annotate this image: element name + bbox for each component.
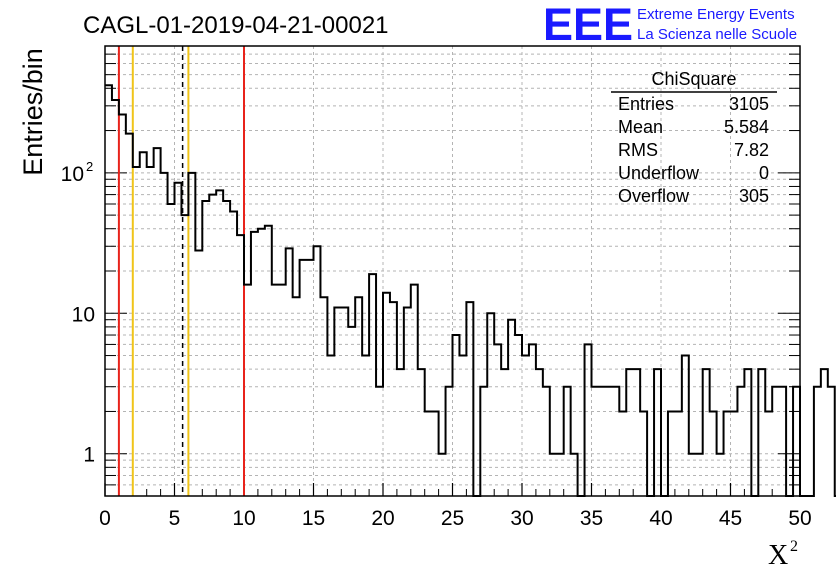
stats-label-mean: Mean bbox=[618, 117, 663, 137]
logo-mark: EEE bbox=[543, 0, 633, 50]
x-axis-label-sup: 2 bbox=[790, 538, 798, 555]
stats-value-entries: 3105 bbox=[729, 94, 769, 114]
y-tick-label: 10 bbox=[72, 303, 95, 326]
logo-line1: Extreme Energy Events bbox=[637, 6, 795, 23]
x-tick-label: 15 bbox=[302, 507, 325, 530]
y-tick-label: 1 bbox=[83, 444, 95, 467]
y-tick-label-exponent: 2 bbox=[86, 159, 93, 174]
stats-value-mean: 5.584 bbox=[724, 117, 769, 137]
grid bbox=[105, 45, 800, 497]
plot-frame bbox=[104, 45, 801, 497]
chart-title: CAGL-01-2019-04-21-00021 bbox=[83, 12, 389, 39]
x-tick-label: 20 bbox=[371, 507, 394, 530]
x-tick-label: 45 bbox=[719, 507, 742, 530]
x-tick-label: 10 bbox=[232, 507, 255, 530]
stats-value-underflow: 0 bbox=[759, 163, 769, 183]
x-tick-label: 5 bbox=[169, 507, 181, 530]
eee-logo: EEE Extreme Energy Events La Scienza nel… bbox=[543, 0, 797, 50]
x-tick-label: 50 bbox=[788, 507, 811, 530]
logo-line2: La Scienza nelle Scuole bbox=[637, 26, 797, 43]
stats-title: ChiSquare bbox=[651, 69, 736, 89]
x-tick-label: 40 bbox=[649, 507, 672, 530]
x-tick-label: 0 bbox=[99, 507, 111, 530]
stats-box: ChiSquare Entries 3105 Mean 5.584 RMS 7.… bbox=[611, 69, 777, 206]
x-axis-label: X 2 bbox=[768, 538, 798, 571]
stats-label-overflow: Overflow bbox=[618, 186, 690, 206]
x-tick-label: 30 bbox=[510, 507, 533, 530]
stats-label-entries: Entries bbox=[618, 94, 674, 114]
x-tick-label: 25 bbox=[441, 507, 464, 530]
y-tick-label: 10 bbox=[61, 163, 84, 186]
stats-label-rms: RMS bbox=[618, 140, 658, 160]
stats-value-overflow: 305 bbox=[739, 186, 769, 206]
x-axis-label-base: X bbox=[768, 540, 788, 571]
histogram-series bbox=[105, 84, 836, 497]
y-axis-label: Entries/bin bbox=[18, 48, 48, 176]
stats-value-rms: 7.82 bbox=[734, 140, 769, 160]
x-tick-label: 35 bbox=[580, 507, 603, 530]
stats-label-underflow: Underflow bbox=[618, 163, 700, 183]
